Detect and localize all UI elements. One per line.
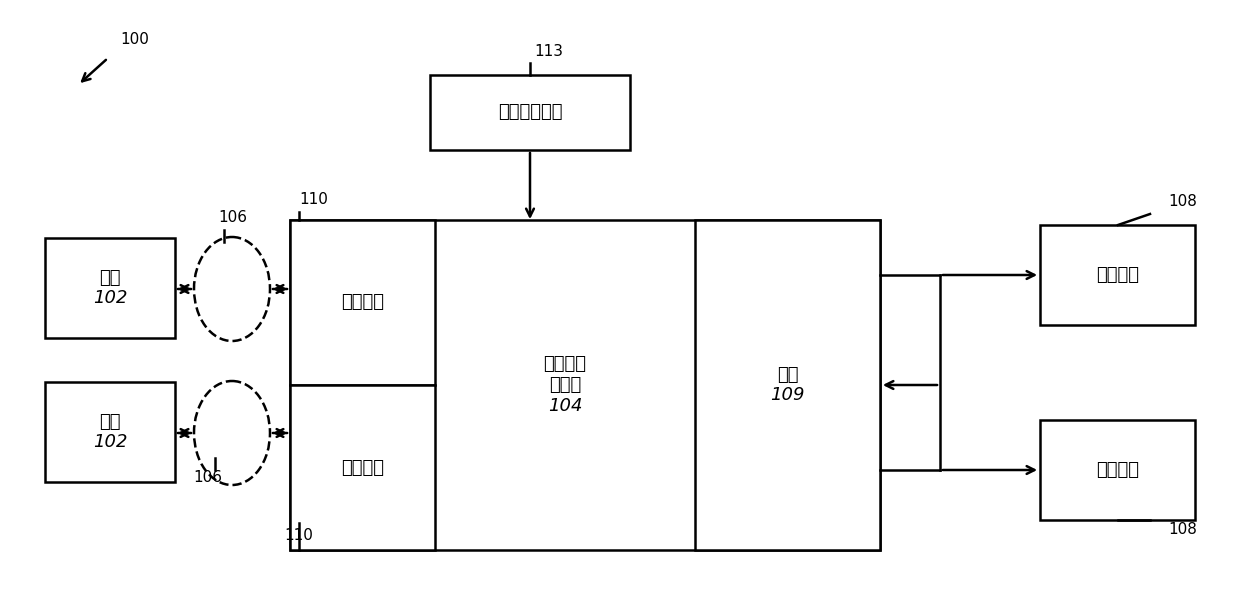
Bar: [290, 385, 435, 550]
Text: 100: 100: [120, 33, 149, 48]
Bar: [290, 220, 435, 385]
Text: 共享资源: 共享资源: [1096, 266, 1140, 284]
Text: 系统接口: 系统接口: [341, 293, 384, 312]
Bar: [694, 220, 880, 550]
Text: 106: 106: [193, 471, 222, 486]
Bar: [1040, 225, 1195, 325]
Text: 系统
102: 系统 102: [93, 412, 128, 452]
Bar: [430, 75, 630, 150]
Bar: [1040, 420, 1195, 520]
Text: 108: 108: [1168, 195, 1197, 209]
Text: 通用装置
控制器
104: 通用装置 控制器 104: [543, 355, 587, 415]
Text: 系统接口: 系统接口: [341, 459, 384, 477]
Text: 系统
102: 系统 102: [93, 268, 128, 308]
Text: 接口
109: 接口 109: [770, 365, 805, 405]
Text: 106: 106: [218, 211, 247, 226]
Text: 113: 113: [534, 45, 563, 60]
Bar: [290, 220, 880, 550]
Text: 110: 110: [299, 193, 327, 208]
Ellipse shape: [193, 381, 270, 485]
Text: 共享资源: 共享资源: [1096, 461, 1140, 479]
Text: 110: 110: [284, 528, 314, 543]
Bar: [45, 382, 175, 482]
Text: 108: 108: [1168, 522, 1197, 537]
Text: 可调整的参数: 可调整的参数: [497, 104, 562, 121]
Bar: [45, 238, 175, 338]
Ellipse shape: [193, 237, 270, 341]
